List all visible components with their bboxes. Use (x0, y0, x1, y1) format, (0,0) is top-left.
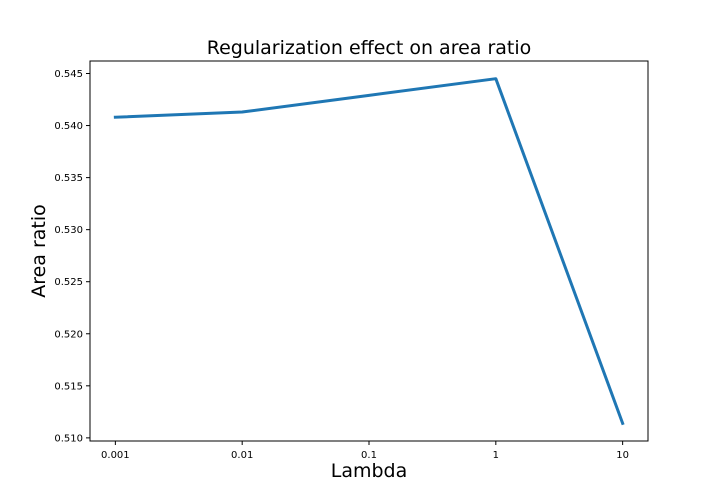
y-tick-label: 0.525 (54, 277, 83, 288)
x-tick-label: 0.1 (361, 450, 377, 461)
y-tick-label: 0.515 (54, 381, 83, 392)
x-axis: 0.001 0.01 0.1 1 10 (101, 441, 629, 461)
y-tick-label: 0.530 (54, 225, 83, 236)
y-axis-label: Area ratio (28, 204, 50, 298)
x-tick-label: 1 (493, 450, 499, 461)
y-tick-label: 0.545 (54, 69, 83, 80)
y-axis: 0.510 0.515 0.520 0.525 0.530 0.535 0.540 0.545 (54, 69, 90, 444)
y-tick-label: 0.510 (54, 433, 83, 444)
y-tick-label: 0.535 (54, 173, 83, 184)
x-axis-label: Lambda (331, 460, 408, 482)
x-tick-label: 10 (616, 450, 629, 461)
series-line (113, 77, 625, 426)
x-tick-label: 0.01 (231, 450, 253, 461)
chart-title: Regularization effect on area ratio (207, 37, 532, 59)
series-layer (113, 77, 625, 426)
x-tick-label: 0.001 (101, 450, 130, 461)
y-tick-label: 0.540 (54, 121, 83, 132)
y-tick-label: 0.520 (54, 329, 83, 340)
